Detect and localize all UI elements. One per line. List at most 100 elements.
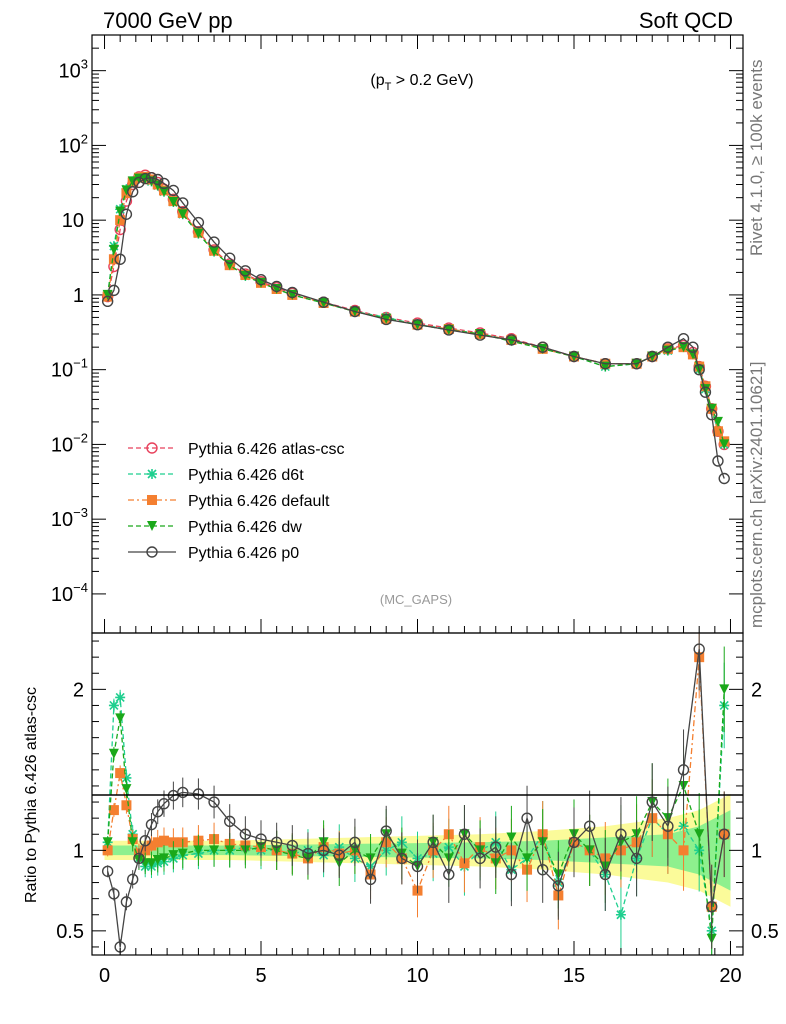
- main-y-tick-label: 103: [59, 57, 88, 83]
- ratio-point-p0: [108, 888, 120, 900]
- legend-label: Pythia 6.426 atlas-csc: [188, 441, 345, 458]
- ratio-point-p0: [583, 820, 596, 832]
- ratio-point-p0: [177, 786, 189, 799]
- data-point-p0: [286, 286, 299, 299]
- main-y-tick-label: 1: [73, 285, 84, 307]
- pt-cut-annotation: (pT > 0.2 GeV): [370, 72, 473, 93]
- x-tick-label: 15: [563, 965, 585, 987]
- ratio-point-d6t: [115, 692, 126, 703]
- ratio-series-dw: [102, 646, 730, 955]
- ratio-point-p0: [677, 764, 690, 776]
- data-point-p0: [505, 334, 518, 346]
- main-plot-frame: [91, 34, 744, 634]
- data-point-dw: [115, 206, 126, 217]
- legend-label: Pythia 6.426 dw: [188, 519, 302, 536]
- data-point-p0: [693, 363, 705, 376]
- data-point-p0: [474, 329, 486, 341]
- series-line-p0: [107, 177, 725, 479]
- legend-label: Pythia 6.426 default: [188, 493, 330, 510]
- data-point-p0: [687, 341, 699, 353]
- ratio-point-p0: [693, 643, 705, 655]
- ratio-point-p0: [333, 849, 345, 861]
- ratio-point-dw: [127, 837, 138, 848]
- ratio-point-p0: [126, 873, 139, 886]
- ratio-point-p0: [133, 852, 145, 865]
- data-point-dw: [678, 342, 689, 353]
- legend-label: Pythia 6.426 p0: [188, 545, 299, 562]
- data-point-p0: [177, 197, 189, 209]
- ratio-point-default: [152, 837, 163, 848]
- series-p0: [101, 171, 730, 485]
- ratio-point-default: [678, 845, 689, 856]
- ratio-point-d6t: [108, 700, 119, 711]
- data-point-p0: [167, 184, 180, 197]
- ratio-point-p0: [380, 825, 392, 837]
- data-point-p0: [101, 295, 114, 308]
- legend-entry-dw: Pythia 6.426 dw: [128, 519, 302, 536]
- ratio-point-dw: [121, 784, 132, 795]
- data-point-p0: [208, 236, 220, 248]
- data-point-dw: [102, 289, 113, 300]
- data-point-p0: [270, 280, 283, 293]
- ratio-y-tick-label-right: 1: [751, 840, 762, 862]
- x-tick-label: 10: [406, 965, 428, 987]
- x-tick-label: 0: [99, 965, 110, 987]
- data-point-dw: [209, 246, 220, 257]
- legend-marker-p0: [146, 546, 158, 558]
- main-y-tick-label: 10−3: [51, 505, 88, 531]
- ratio-point-d6t: [121, 772, 132, 783]
- rivet-version-label: Rivet 4.1.0, ≥ 100k events: [747, 60, 766, 256]
- ratio-point-p0: [364, 873, 377, 886]
- data-point-p0: [349, 305, 361, 318]
- data-point-p0: [224, 252, 236, 264]
- data-point-p0: [646, 350, 658, 363]
- series-d6t: [102, 173, 730, 450]
- ratio-point-dw: [146, 858, 157, 869]
- ratio-point-p0: [521, 812, 533, 824]
- series-line-default: [107, 176, 725, 442]
- ratio-point-p0: [630, 852, 643, 865]
- ratio-point-p0: [192, 788, 205, 800]
- legend-marker-dw: [147, 521, 157, 531]
- data-point-p0: [192, 216, 205, 229]
- series-atlas-csc: [101, 169, 730, 451]
- main-y-tick-label: 10−1: [51, 356, 88, 382]
- legend-marker-d6t: [147, 469, 157, 479]
- data-point-p0: [239, 265, 252, 277]
- data-point-dw: [287, 289, 298, 300]
- data-point-p0: [133, 176, 145, 189]
- ratio-point-p0: [662, 820, 674, 832]
- ratio-series-d6t: [102, 662, 730, 955]
- data-point-p0: [317, 296, 330, 308]
- data-point-dw: [271, 283, 282, 294]
- ratio-point-dw: [177, 848, 188, 859]
- ratio-point-p0: [443, 868, 455, 881]
- data-point-dw: [712, 416, 723, 427]
- ratio-point-p0: [427, 836, 439, 848]
- ratio-point-dw: [115, 713, 126, 724]
- legend-label: Pythia 6.426 d6t: [188, 467, 304, 484]
- ratio-point-p0: [706, 901, 718, 913]
- data-point-dw: [719, 439, 730, 450]
- x-tick-label: 5: [255, 965, 266, 987]
- main-y-tick-label: 102: [59, 131, 88, 157]
- ratio-point-d6t: [615, 909, 626, 920]
- ratio-series-p0: [101, 633, 730, 955]
- ratio-y-axis-label: Ratio to Pythia 6.426 atlas-csc: [23, 687, 40, 903]
- ratio-point-p0: [255, 833, 267, 845]
- ratio-line-dw: [107, 689, 725, 939]
- legend-entry-d6t: Pythia 6.426 d6t: [128, 467, 304, 484]
- ratio-point-p0: [158, 797, 170, 810]
- ratio-point-dw: [224, 845, 235, 856]
- x-tick-label: 20: [719, 965, 741, 987]
- ratio-line-d6t: [106, 695, 725, 931]
- legend-entry-default: Pythia 6.426 default: [128, 493, 330, 510]
- ratio-point-default: [146, 840, 157, 851]
- ratio-point-p0: [411, 860, 424, 873]
- data-point-p0: [712, 455, 724, 467]
- series-line-atlas-csc: [107, 174, 725, 445]
- legend-entry-p0: Pythia 6.426 p0: [128, 545, 299, 562]
- ratio-point-p0: [208, 796, 220, 808]
- ratio-point-p0: [224, 815, 236, 828]
